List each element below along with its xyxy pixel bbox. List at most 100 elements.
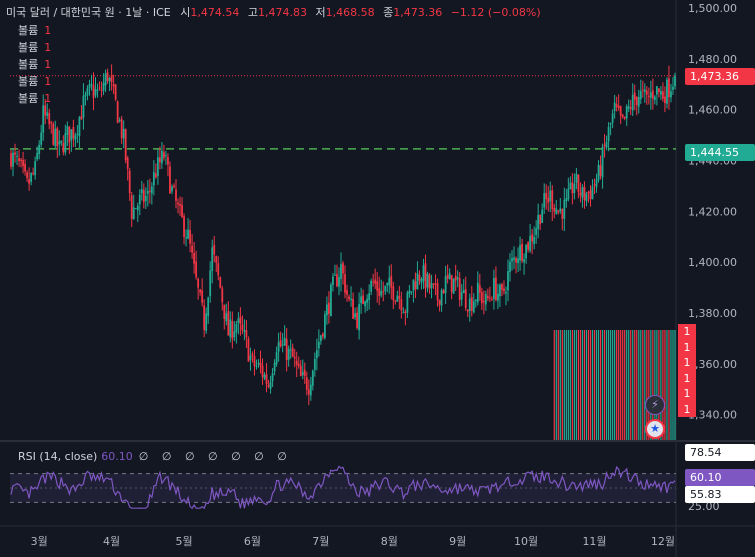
candle-body	[273, 362, 276, 372]
candle-body	[187, 229, 189, 239]
candle-body	[625, 106, 628, 119]
volume-bar	[571, 330, 573, 440]
volume-badges: 1 1 1 1 1 1	[678, 324, 696, 417]
candle-body	[330, 284, 332, 317]
candle-body	[219, 277, 222, 288]
candle-body	[102, 82, 105, 91]
candle-body	[118, 119, 121, 121]
volume-bar	[561, 330, 563, 440]
candle-body	[635, 97, 638, 106]
candle-body	[657, 88, 660, 92]
candle-body	[342, 263, 344, 274]
candle-body	[476, 282, 479, 303]
candle-body	[191, 245, 193, 253]
volume-bar	[610, 330, 612, 440]
candle-body	[613, 102, 616, 112]
candle-body	[94, 88, 97, 96]
candle-body	[221, 288, 224, 303]
volume-legend: 볼륨 1 볼륨 1 볼륨 1 볼륨 1 볼륨 1	[18, 22, 51, 107]
volume-bar	[597, 330, 600, 440]
rsi-label: RSI (14, close)	[18, 450, 98, 463]
volume-legend-item[interactable]: 볼륨 1	[18, 41, 52, 54]
us-flag-icon[interactable]: ★	[645, 419, 665, 439]
candle-body	[348, 296, 350, 300]
candle-body	[450, 275, 453, 293]
lightning-icon[interactable]: ⚡	[645, 395, 665, 415]
candle-body	[317, 341, 320, 349]
candle-body	[336, 274, 338, 287]
candle-body	[90, 83, 93, 86]
rsi-legend[interactable]: RSI (14, close) 60.10 ∅ ∅ ∅ ∅ ∅ ∅ ∅	[18, 450, 292, 463]
candle-body	[340, 264, 342, 279]
volume-bar	[557, 330, 559, 440]
candle-body	[674, 75, 676, 87]
candle-body	[56, 128, 59, 147]
candle-body	[422, 265, 425, 281]
candle-body	[223, 304, 226, 319]
candle-body	[44, 105, 47, 116]
volume-legend-item[interactable]: 볼륨 1	[18, 75, 52, 88]
volume-bar	[579, 330, 582, 440]
x-tick-label: 6월	[244, 535, 261, 548]
x-tick-label: 9월	[449, 535, 466, 548]
volume-legend-item[interactable]: 볼륨 1	[18, 58, 52, 71]
level-line-badge[interactable]: 1,444.55	[685, 144, 755, 161]
candle-body	[173, 185, 175, 188]
candle-body	[209, 270, 212, 297]
volume-bar	[622, 330, 624, 440]
volume-bar	[605, 330, 608, 440]
candle-body	[311, 370, 314, 386]
candle-body	[531, 234, 534, 242]
volume-legend-item[interactable]: 볼륨 1	[18, 24, 52, 37]
volume-bar	[591, 330, 594, 440]
candle-body	[62, 143, 65, 153]
candle-body	[136, 205, 139, 211]
symbol-title[interactable]: 미국 달러 / 대한민국 원 · 1날 · ICE	[6, 6, 171, 19]
candle-body	[647, 95, 650, 97]
candle-body	[490, 299, 493, 301]
candle-body	[651, 90, 654, 99]
candle-body	[249, 355, 252, 360]
volume-bar	[585, 330, 588, 440]
rsi-value: 60.10	[101, 450, 133, 463]
x-tick-label: 12월	[651, 535, 675, 548]
candle-body	[142, 189, 145, 203]
candle-body	[20, 159, 22, 161]
rsi-na-values: ∅ ∅ ∅ ∅ ∅ ∅ ∅	[138, 450, 292, 463]
candle-body	[660, 91, 662, 95]
volume-bar	[644, 330, 646, 440]
candle-body	[575, 173, 578, 183]
candle-body	[319, 335, 322, 342]
candle-body	[68, 126, 71, 143]
candle-body	[243, 330, 246, 332]
candle-body	[122, 128, 125, 139]
volume-bar	[589, 330, 592, 440]
candle-body	[66, 126, 69, 135]
rsi-tick-label: 25.00	[688, 500, 720, 513]
candle-body	[146, 190, 149, 194]
candle-body	[293, 356, 296, 359]
candle-body	[185, 237, 187, 239]
candle-body	[197, 279, 200, 288]
x-tick-label: 4월	[103, 535, 120, 548]
candle-body	[404, 311, 407, 313]
volume-bar	[569, 330, 571, 440]
candle-body	[301, 371, 304, 376]
volume-bar	[662, 330, 664, 440]
y-tick-label: 1,460.00	[688, 104, 737, 117]
candle-body	[263, 374, 266, 379]
candle-body	[159, 157, 161, 163]
candle-body	[275, 352, 278, 365]
volume-bar	[603, 330, 606, 440]
candle-body	[482, 300, 485, 303]
candle-body	[374, 279, 377, 284]
candle-body	[645, 90, 648, 95]
candle-body	[92, 84, 95, 98]
volume-legend-item[interactable]: 볼륨 1	[18, 92, 52, 105]
candle-body	[72, 127, 75, 139]
candle-body	[503, 288, 505, 292]
high-value: 1,474.83	[257, 6, 307, 19]
candle-body	[12, 152, 14, 167]
candle-body	[257, 362, 260, 365]
